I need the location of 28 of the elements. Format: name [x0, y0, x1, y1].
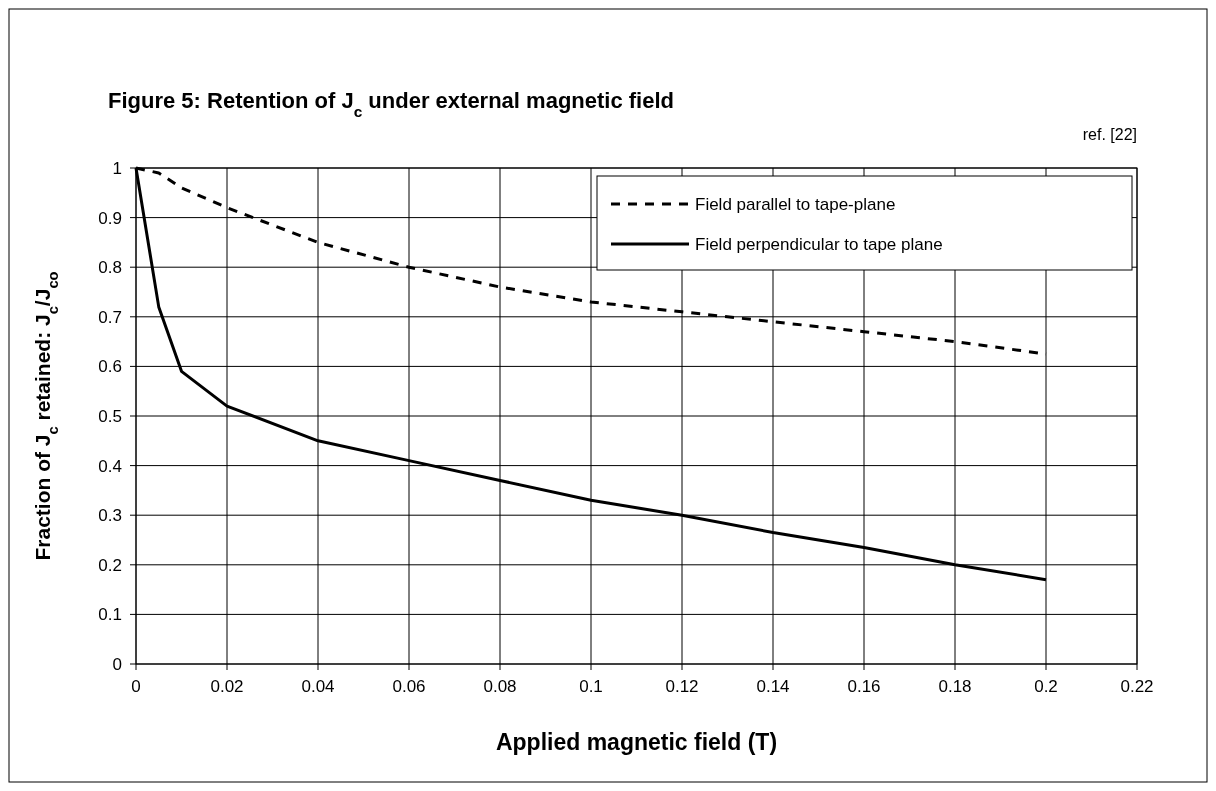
y-tick-label: 0.6 [98, 357, 122, 377]
x-axis-title: Applied magnetic field (T) [495, 729, 778, 755]
x-tick-label: 0.14 [756, 677, 790, 696]
x-tick-label: 0.2 [1034, 677, 1058, 696]
text: ref. [22] [1082, 126, 1137, 143]
x-tick-label: 0.18 [938, 677, 972, 696]
y-tick-label: 0.7 [98, 307, 122, 327]
y-tick-label: 0.2 [98, 555, 122, 575]
y-tick-label: 1 [112, 159, 122, 178]
y-tick-label: 0.5 [98, 407, 122, 426]
y-tick-label: 0.3 [98, 506, 122, 526]
x-tick-label: 0 [131, 677, 141, 696]
x-tick-label: 0.22 [1120, 677, 1154, 696]
y-tick-label: 0.4 [98, 456, 122, 476]
legend-label: Field parallel to tape-plane [695, 195, 896, 214]
x-tick-label: 0.12 [665, 677, 699, 696]
x-tick-label: 0.1 [579, 677, 603, 696]
y-tick-label: 0 [112, 655, 122, 674]
x-tick-label: 0.08 [483, 677, 517, 696]
x-tick-label: 0.02 [210, 677, 244, 696]
y-tick-label: 0.9 [98, 208, 122, 228]
x-tick-label: 0.04 [301, 677, 335, 696]
x-tick-label: 0.06 [392, 677, 426, 696]
y-tick-label: 0.1 [98, 605, 122, 625]
x-tick-label: 0.16 [847, 677, 881, 696]
chart-title: Figure 5: Retention of J$_{c}$ under external magnetic field [108, 88, 674, 120]
y-tick-label: 0.8 [98, 258, 122, 278]
legend-label: Field perpendicular to tape plane [695, 235, 943, 254]
